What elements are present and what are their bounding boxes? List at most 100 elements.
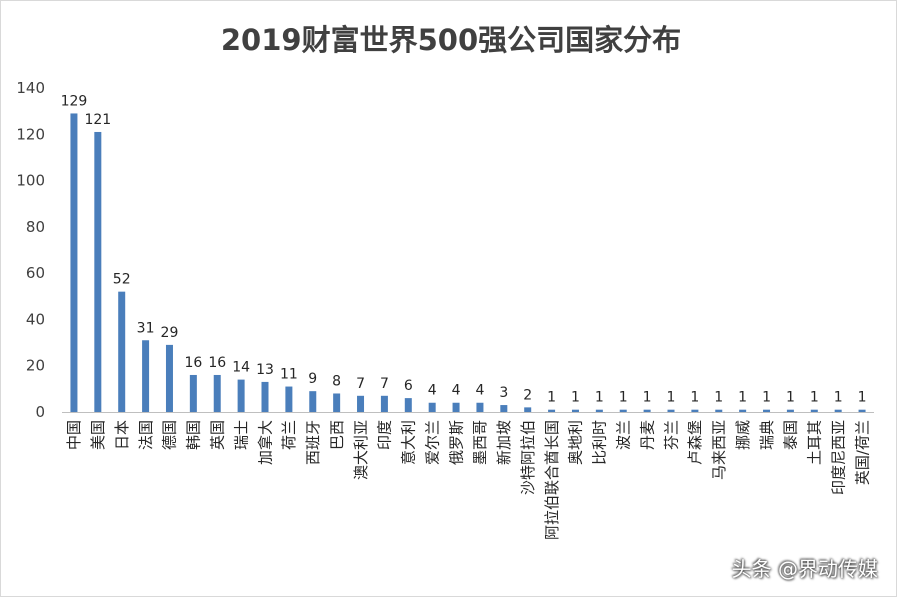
x-category-label: 爱尔兰 bbox=[423, 420, 441, 465]
data-label: 4 bbox=[452, 383, 461, 399]
x-category-label: 奥地利 bbox=[567, 420, 585, 465]
x-category-label: 美国 bbox=[89, 420, 107, 450]
bar bbox=[715, 409, 723, 412]
data-label: 4 bbox=[475, 383, 484, 399]
data-label: 129 bbox=[61, 93, 88, 109]
bar bbox=[548, 409, 556, 412]
y-tick-label: 40 bbox=[26, 310, 45, 328]
data-label: 1 bbox=[714, 390, 723, 406]
data-label: 16 bbox=[184, 355, 202, 371]
bar bbox=[309, 391, 317, 412]
x-category-label: 阿拉伯联合酋长国 bbox=[543, 420, 561, 540]
x-category-label: 俄罗斯 bbox=[447, 420, 465, 465]
y-tick-label: 60 bbox=[26, 264, 45, 282]
x-category-label: 土耳其 bbox=[806, 420, 824, 465]
bar bbox=[667, 409, 675, 412]
data-label: 1 bbox=[690, 390, 699, 406]
bar bbox=[70, 113, 78, 412]
x-category-label: 墨西哥 bbox=[471, 420, 489, 465]
y-tick-label: 140 bbox=[16, 79, 45, 97]
bar bbox=[786, 409, 794, 412]
bar bbox=[619, 409, 627, 412]
data-label: 1 bbox=[643, 390, 652, 406]
bar bbox=[261, 381, 269, 412]
bar bbox=[763, 409, 771, 412]
bar bbox=[691, 409, 699, 412]
data-label: 1 bbox=[595, 390, 604, 406]
y-tick-label: 0 bbox=[35, 403, 45, 421]
data-label: 31 bbox=[137, 320, 155, 336]
data-label: 14 bbox=[232, 360, 250, 376]
bar bbox=[189, 374, 197, 412]
data-label: 1 bbox=[738, 390, 747, 406]
bar bbox=[858, 409, 866, 412]
x-category-label: 德国 bbox=[161, 420, 179, 450]
x-category-label: 韩国 bbox=[185, 420, 203, 450]
y-tick-label: 80 bbox=[26, 218, 45, 236]
x-category-label: 沙特阿拉伯 bbox=[519, 420, 537, 495]
x-category-label: 卢森堡 bbox=[686, 420, 704, 465]
watermark: 头条 @界动传媒 bbox=[731, 557, 878, 581]
x-category-label: 意大利 bbox=[400, 420, 418, 465]
data-label: 1 bbox=[762, 390, 771, 406]
data-label: 2 bbox=[523, 387, 532, 403]
data-label: 1 bbox=[810, 390, 819, 406]
bar bbox=[142, 340, 150, 412]
x-category-label: 泰国 bbox=[782, 420, 800, 450]
bar bbox=[213, 374, 221, 412]
data-label: 1 bbox=[786, 390, 795, 406]
data-label: 121 bbox=[84, 112, 111, 128]
x-category-label: 马来西亚 bbox=[710, 420, 728, 480]
x-category-label: 印度 bbox=[376, 420, 394, 450]
x-category-label: 挪威 bbox=[734, 420, 752, 450]
x-category-label: 英国/荷兰 bbox=[853, 420, 871, 485]
x-category-label: 芬兰 bbox=[662, 420, 680, 450]
data-label: 8 bbox=[332, 373, 341, 389]
bar bbox=[452, 402, 460, 412]
x-category-label: 澳大利亚 bbox=[352, 420, 370, 480]
data-label: 29 bbox=[161, 325, 179, 341]
data-label: 1 bbox=[834, 390, 843, 406]
bar bbox=[165, 344, 173, 412]
data-label: 13 bbox=[256, 362, 274, 378]
y-tick-label: 100 bbox=[16, 172, 45, 190]
data-label: 7 bbox=[380, 376, 389, 392]
bar bbox=[237, 379, 245, 412]
x-category-label: 丹麦 bbox=[638, 420, 656, 450]
data-label: 1 bbox=[858, 390, 867, 406]
data-label: 52 bbox=[113, 272, 131, 288]
bar bbox=[333, 393, 341, 412]
data-label: 11 bbox=[280, 367, 298, 383]
x-category-label: 新加坡 bbox=[495, 420, 513, 465]
x-category-label: 加拿大 bbox=[256, 420, 274, 465]
bar bbox=[739, 409, 747, 412]
y-tick-label: 20 bbox=[26, 357, 45, 375]
bar bbox=[643, 409, 651, 412]
bars bbox=[70, 113, 866, 412]
y-axis: 0 20 40 60 80 100 120 140 bbox=[16, 79, 45, 421]
data-label: 1 bbox=[547, 390, 556, 406]
data-label: 7 bbox=[356, 376, 365, 392]
data-label: 4 bbox=[428, 383, 437, 399]
x-category-label: 荷兰 bbox=[280, 420, 298, 450]
x-category-label: 波兰 bbox=[614, 420, 632, 450]
x-axis-categories: 中国 美国 日本 法国 德国 韩国 英国 瑞士 加拿大 荷兰 西班牙 巴西 澳大利亚 印度 意大利 爱尔兰 俄罗… bbox=[65, 420, 871, 540]
bar bbox=[834, 409, 842, 412]
bar bbox=[94, 131, 102, 412]
data-label: 6 bbox=[404, 378, 413, 394]
x-category-label: 印度尼西亚 bbox=[829, 420, 847, 495]
data-label: 9 bbox=[308, 371, 317, 387]
chart-title: 2019财富世界500强公司国家分布 bbox=[221, 23, 681, 57]
bar bbox=[524, 407, 532, 412]
bar bbox=[357, 395, 365, 412]
data-label: 3 bbox=[499, 385, 508, 401]
bar bbox=[500, 405, 508, 412]
bar bbox=[571, 409, 579, 412]
bar bbox=[476, 402, 484, 412]
bar bbox=[118, 291, 126, 412]
bar bbox=[810, 409, 818, 412]
data-label: 1 bbox=[571, 390, 580, 406]
x-category-label: 瑞典 bbox=[758, 420, 776, 450]
